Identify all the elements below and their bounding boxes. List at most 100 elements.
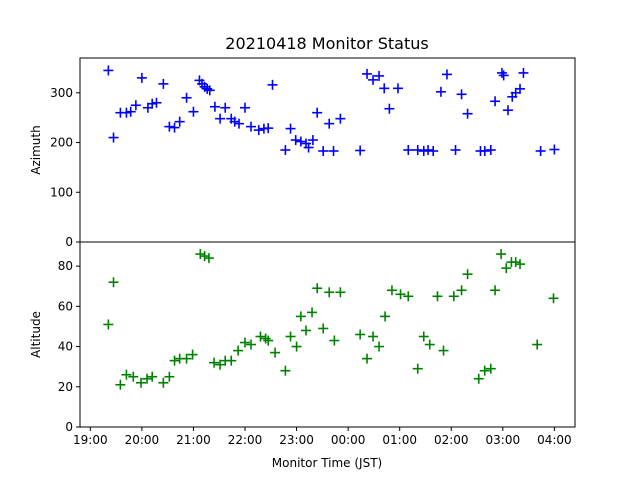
altitude-point	[108, 277, 119, 288]
altitude-point	[362, 353, 373, 364]
azimuth-point	[202, 83, 213, 94]
azimuth-point	[418, 145, 429, 156]
altitude-point	[374, 341, 385, 352]
altitude-point	[501, 263, 512, 274]
altitude-point	[295, 311, 306, 322]
azimuth-point	[188, 106, 199, 117]
altitude-point	[329, 335, 340, 346]
azimuth-point	[515, 83, 525, 94]
altitude-point	[195, 249, 206, 260]
azimuth-point	[496, 67, 507, 78]
altitude-point	[424, 339, 435, 350]
altitude-y-tick-label: 0	[65, 420, 73, 434]
azimuth-point	[335, 113, 346, 124]
altitude-point	[418, 331, 429, 342]
azimuth-point	[253, 125, 264, 136]
azimuth-point	[121, 107, 132, 118]
azimuth-point	[441, 69, 452, 80]
azimuth-y-tick-label: 200	[50, 136, 73, 150]
altitude-plot-frame	[79, 241, 576, 428]
azimuth-point	[502, 105, 513, 116]
azimuth-point	[303, 142, 314, 153]
altitude-point	[147, 371, 158, 382]
azimuth-point	[312, 107, 323, 118]
azimuth-point	[204, 85, 215, 96]
altitude-y-axis-label: Altitude	[29, 311, 43, 358]
altitude-point	[164, 371, 175, 382]
azimuth-point	[456, 89, 467, 100]
altitude-point	[199, 251, 210, 262]
azimuth-point	[412, 145, 423, 155]
azimuth-point	[147, 98, 158, 109]
azimuth-point	[246, 121, 257, 132]
altitude-point	[485, 363, 496, 374]
altitude-point	[187, 349, 198, 360]
azimuth-point	[280, 145, 291, 155]
azimuth-point	[295, 136, 306, 147]
altitude-point	[318, 323, 329, 334]
altitude-point	[368, 331, 379, 342]
chart-title: 20210418 Monitor Status	[225, 34, 428, 53]
altitude-y-tick-label: 80	[58, 259, 73, 273]
altitude-point	[532, 339, 543, 350]
altitude-point	[510, 257, 521, 268]
altitude-point	[355, 329, 366, 340]
azimuth-point	[490, 96, 501, 107]
altitude-point	[280, 365, 291, 376]
altitude-point	[515, 259, 525, 270]
altitude-point	[490, 285, 501, 296]
altitude-point	[115, 379, 126, 390]
altitude-point	[260, 333, 271, 344]
altitude-point	[128, 371, 139, 382]
x-axis: 19:00 20:00 21:00 22:00 23:00 00:00 01:00 02:00…	[73, 427, 572, 447]
altitude-point	[158, 377, 169, 388]
azimuth-point	[267, 79, 278, 90]
altitude-point	[291, 341, 302, 352]
altitude-point	[473, 373, 484, 384]
altitude-point	[209, 357, 220, 368]
x-tick-label: 23:00	[279, 433, 314, 447]
altitude-point	[246, 339, 257, 350]
azimuth-point	[209, 101, 220, 112]
azimuth-point	[362, 68, 373, 79]
azimuth-point	[263, 123, 274, 134]
x-tick-label: 02:00	[434, 433, 469, 447]
azimuth-point	[328, 145, 339, 156]
azimuth-point	[174, 116, 185, 127]
altitude-point	[479, 365, 490, 376]
azimuth-point	[151, 97, 162, 108]
altitude-point	[169, 355, 180, 366]
azimuth-point	[379, 83, 390, 94]
x-axis-label: Monitor Time (JST)	[272, 456, 382, 470]
azimuth-point	[392, 83, 403, 94]
altitude-point	[456, 285, 467, 296]
altitude-point	[226, 355, 237, 366]
altitude-point	[233, 345, 244, 356]
azimuth-point	[368, 74, 379, 85]
azimuth-point	[498, 70, 509, 81]
x-tick-label: 21:00	[176, 433, 211, 447]
altitude-point	[412, 363, 423, 374]
x-tick-label: 03:00	[486, 433, 521, 447]
x-tick-label: 01:00	[382, 433, 417, 447]
azimuth-point	[215, 113, 226, 124]
azimuth-y-tick-label: 0	[65, 235, 73, 249]
azimuth-point	[290, 135, 301, 146]
azimuth-point	[535, 145, 546, 156]
altitude-y-tick-label: 60	[58, 299, 73, 313]
altitude-point	[395, 289, 406, 300]
altitude-point	[432, 291, 443, 302]
azimuth-point	[549, 144, 560, 155]
azimuth-point	[318, 145, 329, 156]
altitude-y-tick-label: 40	[58, 340, 73, 354]
altitude-point	[548, 293, 559, 304]
altitude-point	[255, 331, 266, 342]
altitude-point	[496, 249, 507, 260]
azimuth-point	[136, 72, 147, 83]
azimuth-point	[130, 100, 141, 111]
azimuth-point	[485, 145, 496, 155]
altitude-point	[136, 377, 147, 388]
altitude-point	[386, 285, 397, 296]
altitude-point	[380, 311, 391, 322]
altitude-point	[335, 287, 346, 298]
